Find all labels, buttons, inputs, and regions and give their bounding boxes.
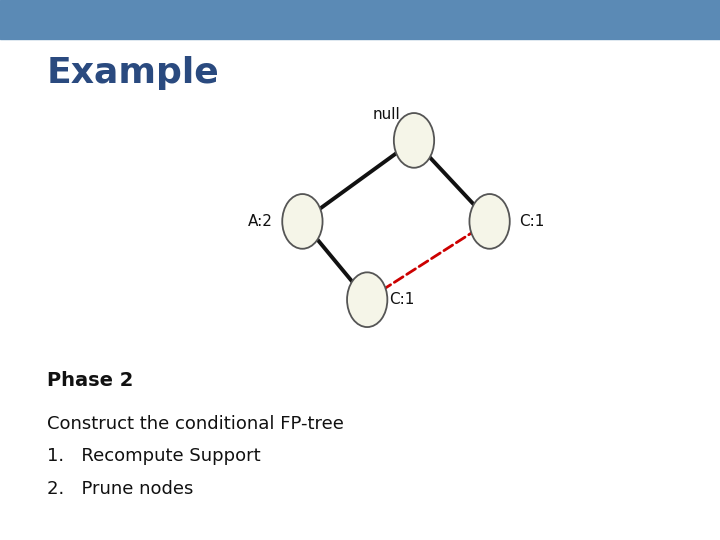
Text: null: null bbox=[373, 107, 400, 122]
Text: Phase 2: Phase 2 bbox=[47, 371, 133, 390]
Text: Construct the conditional FP-tree: Construct the conditional FP-tree bbox=[47, 415, 343, 433]
Text: A:2: A:2 bbox=[248, 214, 273, 229]
Ellipse shape bbox=[282, 194, 323, 249]
Text: C:1: C:1 bbox=[389, 292, 415, 307]
Ellipse shape bbox=[394, 113, 434, 168]
Text: 1.   Recompute Support: 1. Recompute Support bbox=[47, 447, 261, 465]
Text: C:1: C:1 bbox=[518, 214, 544, 229]
Ellipse shape bbox=[469, 194, 510, 249]
Text: Example: Example bbox=[47, 56, 220, 90]
Ellipse shape bbox=[347, 272, 387, 327]
Text: 2.   Prune nodes: 2. Prune nodes bbox=[47, 480, 193, 498]
Bar bbox=[0, 0, 720, 39]
